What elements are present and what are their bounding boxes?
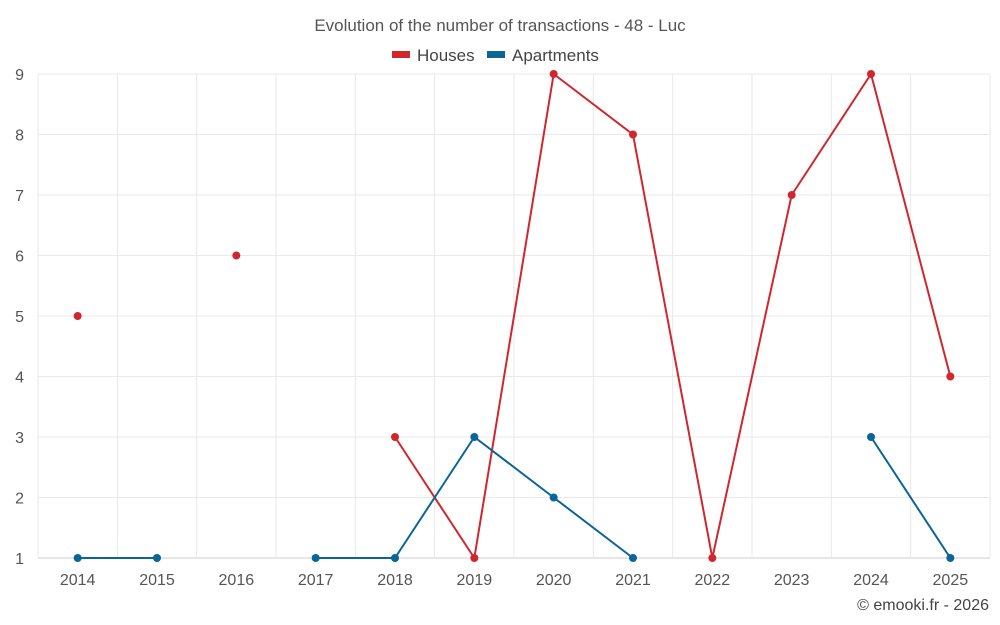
series (73, 70, 955, 562)
x-tick-label: 2015 (139, 572, 175, 589)
data-point-apartments[interactable] (391, 554, 399, 562)
x-tick-label: 2024 (853, 572, 889, 589)
data-point-houses[interactable] (549, 70, 558, 78)
x-tick-label: 2022 (695, 572, 731, 589)
data-point-houses[interactable] (708, 554, 717, 562)
series-houses (73, 70, 955, 562)
data-point-apartments[interactable] (470, 433, 479, 441)
data-point-apartments[interactable] (73, 554, 82, 562)
x-tick-label: 2025 (933, 572, 969, 589)
y-tick-label: 1 (15, 551, 24, 568)
axes: 1 2 3 4 5 6 7 8 9 2014 2015 2016 2017 2018 2019 2020 202… (15, 67, 968, 589)
y-tick-label: 9 (15, 67, 24, 84)
data-point-houses[interactable] (232, 251, 241, 260)
y-tick-label: 2 (15, 491, 24, 508)
x-tick-label: 2019 (457, 572, 493, 589)
data-point-houses[interactable] (73, 312, 82, 320)
data-point-houses[interactable] (787, 191, 796, 199)
x-tick-label: 2014 (60, 572, 96, 589)
x-tick-label: 2018 (377, 572, 413, 589)
x-tick-label: 2020 (536, 572, 572, 589)
x-tick-label: 2017 (298, 572, 334, 589)
legend: Houses Apartments (392, 46, 599, 65)
data-point-houses[interactable] (867, 70, 875, 78)
legend-label-houses[interactable]: Houses (417, 46, 475, 65)
series-line-houses (394, 73, 952, 559)
data-point-apartments[interactable] (311, 554, 320, 562)
data-point-apartments[interactable] (867, 433, 875, 441)
x-tick-label: 2016 (219, 572, 255, 589)
data-point-apartments[interactable] (629, 554, 637, 562)
data-point-houses[interactable] (470, 554, 479, 562)
y-tick-label: 5 (15, 309, 24, 326)
y-tick-label: 8 (15, 128, 24, 145)
y-tick-label: 4 (15, 370, 24, 387)
data-point-houses[interactable] (946, 372, 955, 381)
data-point-apartments[interactable] (153, 554, 161, 562)
x-tick-label: 2023 (774, 572, 810, 589)
legend-swatch-apartments (487, 51, 505, 58)
legend-label-apartments[interactable]: Apartments (512, 46, 599, 65)
grid (37, 73, 991, 559)
legend-swatch-houses (392, 51, 410, 58)
chart-title: Evolution of the number of transactions … (314, 16, 686, 35)
data-point-apartments[interactable] (946, 554, 955, 562)
data-point-apartments[interactable] (549, 493, 558, 502)
series-line-apartments (870, 436, 952, 559)
x-tick-label: 2021 (615, 572, 651, 589)
data-point-houses[interactable] (391, 433, 399, 441)
series-apartments (73, 433, 955, 562)
y-tick-label: 3 (15, 430, 24, 447)
y-tick-label: 6 (15, 249, 24, 266)
credit-text: © emooki.fr - 2026 (857, 597, 989, 614)
y-tick-label: 7 (15, 188, 24, 205)
data-point-houses[interactable] (629, 130, 637, 139)
